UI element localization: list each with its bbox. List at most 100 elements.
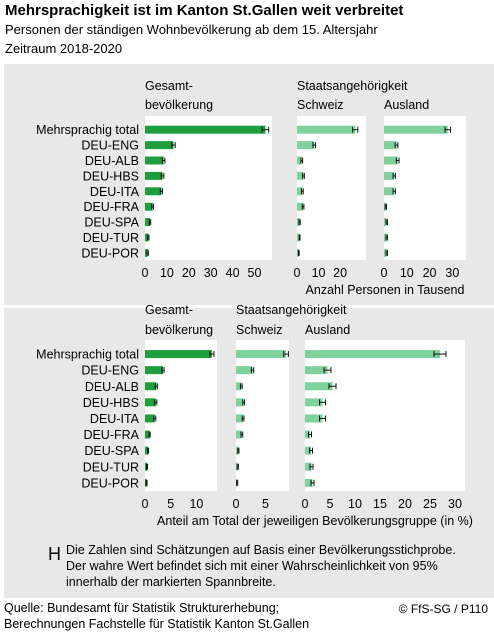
bar <box>145 202 153 211</box>
tick-label: 10 <box>400 266 414 280</box>
bar <box>305 462 312 471</box>
tick-label: 0 <box>233 497 240 511</box>
tick-label: 40 <box>226 266 240 280</box>
category-label: DEU-POR <box>81 476 139 490</box>
bar <box>384 141 397 150</box>
bar <box>305 446 311 455</box>
category-label: DEU-SPA <box>84 216 139 230</box>
chart-subtitle: Personen der ständigen Wohnbevölkerung a… <box>5 22 378 37</box>
plot-area <box>384 116 466 260</box>
bar <box>145 382 157 391</box>
category-label: DEU-POR <box>81 246 139 260</box>
tick-label: 0 <box>381 266 388 280</box>
bar <box>145 156 164 165</box>
tick-label: 5 <box>262 497 269 511</box>
source-line-1: Quelle: Bundesamt für Statistik Struktur… <box>4 601 280 615</box>
bar <box>145 366 163 375</box>
bar <box>297 187 303 196</box>
bar <box>145 350 212 359</box>
panel-label: Schweiz <box>236 323 283 337</box>
credit: © FfS-SG / P110 <box>398 602 488 616</box>
tick-label: 0 <box>142 266 149 280</box>
category-label: DEU-HBS <box>83 396 139 410</box>
tick-label: 0 <box>302 497 309 511</box>
category-label: DEU-ITA <box>90 412 140 426</box>
bar <box>297 202 304 211</box>
note-line-3: innerhalb der markierten Spannbreite. <box>66 575 276 589</box>
tick-label: 10 <box>348 497 362 511</box>
plot-area <box>145 340 217 491</box>
bar <box>384 233 387 242</box>
bar <box>145 171 163 180</box>
tick-label: 15 <box>373 497 387 511</box>
bar <box>305 350 440 359</box>
category-label: DEU-FRA <box>83 200 139 214</box>
panel-label: bevölkerung <box>145 98 213 112</box>
tick-label: 10 <box>312 266 326 280</box>
panel-label: Staatsangehörigkeit <box>236 303 347 317</box>
panel-label: Gesamt- <box>145 303 193 317</box>
tick-label: 0 <box>294 266 301 280</box>
bar <box>305 478 313 487</box>
chart-title: Mehrsprachigkeit ist im Kanton St.Gallen… <box>5 2 404 19</box>
bar <box>145 233 149 242</box>
bar <box>384 125 448 134</box>
tick-label: 10 <box>160 266 174 280</box>
bar <box>145 398 156 407</box>
bar <box>145 462 148 471</box>
bar <box>305 414 323 423</box>
tick-label: 20 <box>182 266 196 280</box>
panel-label: Gesamt- <box>145 79 193 93</box>
bar <box>145 141 174 150</box>
bar <box>145 125 266 134</box>
panel-label: bevölkerung <box>145 323 213 337</box>
category-label: DEU-ITA <box>90 185 140 199</box>
category-label: DEU-ALB <box>85 380 139 394</box>
bar <box>145 218 151 227</box>
category-label: DEU-ALB <box>85 154 139 168</box>
bar <box>305 398 323 407</box>
category-label: DEU-ENG <box>81 139 139 153</box>
panel-label: Schweiz <box>297 98 344 112</box>
tick-label: 10 <box>189 497 203 511</box>
bar <box>297 141 315 150</box>
bar <box>297 233 300 242</box>
category-label: Mehrsprachig total <box>36 123 139 137</box>
bar <box>236 398 244 407</box>
note-line-1: Die Zahlen sind Schätzungen auf Basis ei… <box>66 543 456 557</box>
category-label: DEU-ENG <box>81 364 139 378</box>
bar <box>236 430 242 439</box>
bar <box>384 218 387 227</box>
bar <box>384 248 387 257</box>
tick-label: 5 <box>327 497 334 511</box>
panel-label: Staatsangehörigkeit <box>297 79 408 93</box>
bar <box>236 382 242 391</box>
tick-label: 20 <box>423 266 437 280</box>
plot-area <box>236 340 289 491</box>
source-line-2: Berechnungen Fachstelle für Statistik Ka… <box>4 617 310 631</box>
tick-label: 20 <box>398 497 412 511</box>
tick-label: 5 <box>167 497 174 511</box>
bar <box>384 187 395 196</box>
plot-area <box>145 116 272 260</box>
bar <box>145 446 149 455</box>
category-label: Mehrsprachig total <box>36 348 139 362</box>
bar <box>145 187 162 196</box>
tick-label: 50 <box>248 266 262 280</box>
bar <box>297 125 356 134</box>
panel-label: Ausland <box>305 323 350 337</box>
tick-label: 0 <box>142 497 149 511</box>
bar <box>305 382 333 391</box>
category-label: DEU-TUR <box>83 231 139 245</box>
note-line-2: Der wahre Wert befindet sich mit einer W… <box>66 559 438 573</box>
bar <box>305 430 310 439</box>
x-axis-label: Anteil am Total der jeweiligen Bevölkeru… <box>157 514 473 528</box>
bar <box>297 156 302 165</box>
bar <box>236 414 244 423</box>
bar <box>384 156 398 165</box>
bar <box>236 366 253 375</box>
bar <box>305 366 328 375</box>
tick-label: 30 <box>445 266 459 280</box>
plot-area <box>297 116 366 260</box>
